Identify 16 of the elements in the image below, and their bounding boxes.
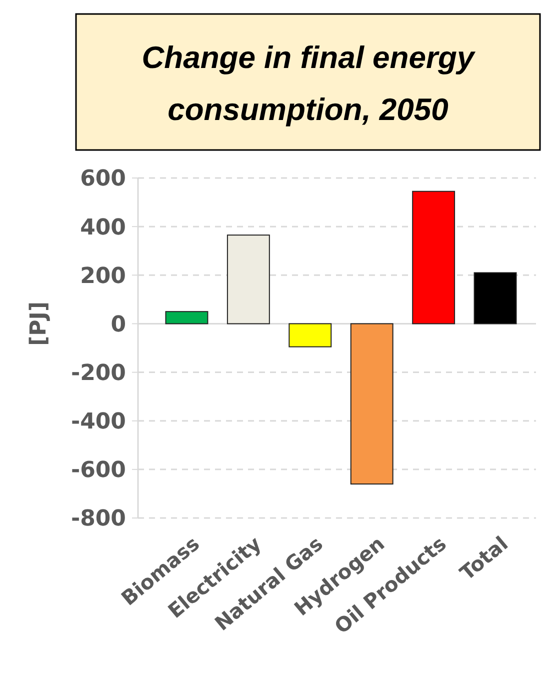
y-tick-label: -800 — [70, 506, 126, 532]
y-tick-label: 200 — [80, 264, 126, 289]
y-tick-label: -400 — [70, 410, 126, 435]
bar — [474, 272, 517, 324]
y-tick-label: 400 — [80, 215, 126, 240]
bar — [288, 323, 332, 348]
y-tick-label: 0 — [110, 312, 126, 338]
bar — [165, 311, 208, 324]
bar — [412, 190, 456, 324]
chart-title: Change in final energy consumption, 2050 — [142, 40, 476, 127]
y-axis-title: [PJ] — [26, 302, 52, 346]
bar — [350, 323, 394, 484]
y-tick-label: 600 — [80, 166, 126, 192]
bar — [226, 234, 270, 324]
y-tick-label: -200 — [70, 360, 126, 386]
y-tick-label: -600 — [70, 458, 126, 484]
